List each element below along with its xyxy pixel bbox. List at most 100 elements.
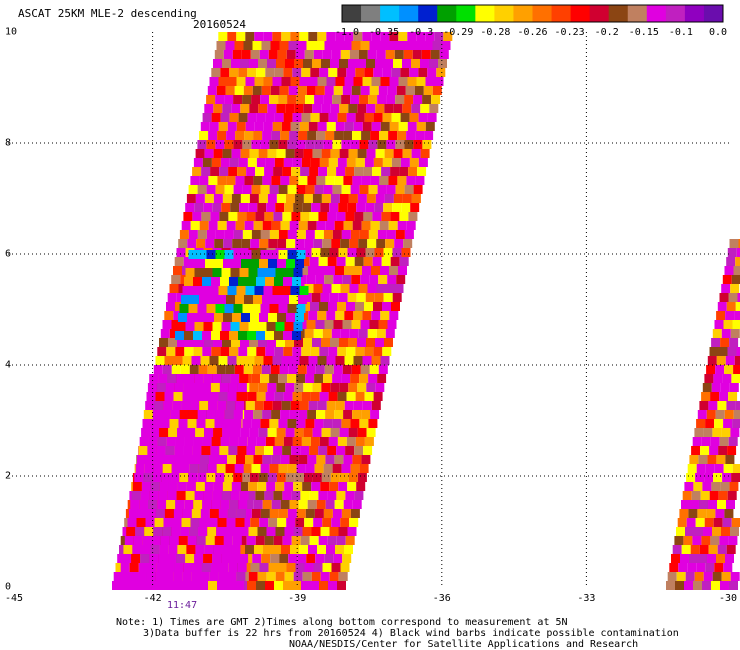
swath-pixel	[354, 167, 364, 176]
swath-pixel	[378, 320, 388, 329]
swath-pixel	[709, 491, 719, 500]
swath-pixel	[171, 320, 181, 329]
swath-pixel	[263, 286, 273, 295]
swath-pixel	[181, 401, 191, 410]
swath-pixel	[370, 176, 380, 185]
swath-pixel	[276, 149, 286, 158]
swath-pixel	[230, 268, 240, 277]
swath-pixel	[697, 509, 707, 518]
swath-pixel	[443, 32, 453, 41]
swath-pixel	[218, 455, 227, 464]
swath-pixel	[323, 464, 333, 473]
swath-pixel	[269, 419, 279, 428]
swath-pixel	[327, 212, 337, 221]
swath-pixel	[389, 311, 399, 320]
swath-pixel	[701, 392, 711, 401]
swath-pixel	[285, 338, 294, 347]
swath-pixel	[684, 581, 693, 590]
swath-pixel	[303, 59, 312, 68]
swath-pixel	[326, 401, 336, 410]
swath-pixel	[368, 374, 378, 383]
lat-lon-grid	[8, 32, 731, 587]
swath-pixel	[302, 482, 312, 491]
swath-pixel	[169, 536, 179, 545]
swath-pixel	[174, 563, 184, 572]
swath-pixel	[299, 401, 309, 410]
swath-pixel	[187, 239, 197, 248]
swath-pixel	[342, 320, 352, 329]
swath-pixel	[182, 356, 192, 365]
swath-pixel	[205, 536, 215, 545]
swath-pixel	[235, 221, 245, 230]
swath-pixel	[735, 401, 740, 410]
swath-pixel	[177, 482, 187, 491]
swath-pixel	[156, 446, 166, 455]
swath-pixel	[680, 554, 689, 563]
swath-pixel	[160, 329, 170, 338]
swath-pixel	[358, 50, 368, 59]
swath-pixel	[386, 140, 396, 149]
swath-pixel	[358, 284, 368, 293]
swath-pixel	[207, 86, 217, 95]
swath-pixel	[194, 374, 204, 383]
swath-pixel	[691, 491, 701, 500]
swath-pixel	[236, 286, 246, 295]
swath-pixel	[360, 41, 370, 50]
swath-pixel	[327, 446, 337, 455]
swath-pixel	[235, 131, 245, 140]
swath-pixel	[200, 455, 209, 464]
swath-pixel	[243, 86, 253, 95]
swath-pixel	[395, 95, 405, 104]
swath-pixel	[384, 338, 393, 347]
swath-pixel	[274, 581, 283, 590]
swath-pixel	[277, 563, 287, 572]
swath-pixel	[138, 563, 148, 572]
swath-pixel	[273, 491, 283, 500]
colorbar-label: -1.0	[334, 27, 360, 38]
swath-pixel	[293, 572, 303, 581]
swath-pixel	[293, 268, 303, 277]
swath-pixel	[245, 122, 255, 131]
swath-pixel	[272, 122, 282, 131]
colorbar-label: -0.26	[517, 27, 548, 38]
swath-pixel	[252, 86, 262, 95]
swath-pixel	[221, 491, 231, 500]
colorbar-segment	[570, 5, 591, 22]
swath-pixel	[318, 212, 328, 221]
swath-pixel	[271, 500, 281, 509]
swath-pixel	[236, 545, 245, 554]
swath-pixel	[214, 313, 223, 322]
swath-pixel	[225, 41, 235, 50]
swath-pixel	[271, 455, 281, 464]
swath-pixel	[289, 221, 299, 230]
swath-pixel	[336, 167, 346, 176]
swath-pixel	[337, 437, 347, 446]
swath-pixel	[299, 32, 309, 41]
swath-pixel	[379, 176, 389, 185]
swath-pixel	[192, 563, 202, 572]
swath-pixel	[389, 122, 399, 131]
swath-pixel	[242, 464, 252, 473]
swath-pixel	[267, 338, 276, 347]
swath-pixel	[154, 581, 163, 590]
swath-pixel	[314, 419, 324, 428]
swath-pixel	[341, 509, 351, 518]
swath-pixel	[314, 95, 324, 104]
swath-pixel	[328, 347, 338, 356]
swath-pixel	[155, 509, 165, 518]
swath-pixel	[297, 86, 307, 95]
swath-pixel	[136, 518, 146, 527]
swath-pixel	[344, 77, 354, 86]
swath-pixel	[257, 322, 267, 331]
swath-pixel	[296, 95, 306, 104]
swath-pixel	[413, 185, 423, 194]
swath-pixel	[373, 392, 383, 401]
swath-pixel	[141, 482, 151, 491]
swath-pixel	[257, 572, 267, 581]
latitude-tick-label: 8	[5, 137, 12, 149]
swath-pixel	[259, 50, 269, 59]
swath-pixel	[667, 572, 677, 581]
swath-pixel	[288, 365, 298, 374]
swath-pixel	[380, 311, 390, 320]
swath-pixel	[391, 302, 400, 311]
